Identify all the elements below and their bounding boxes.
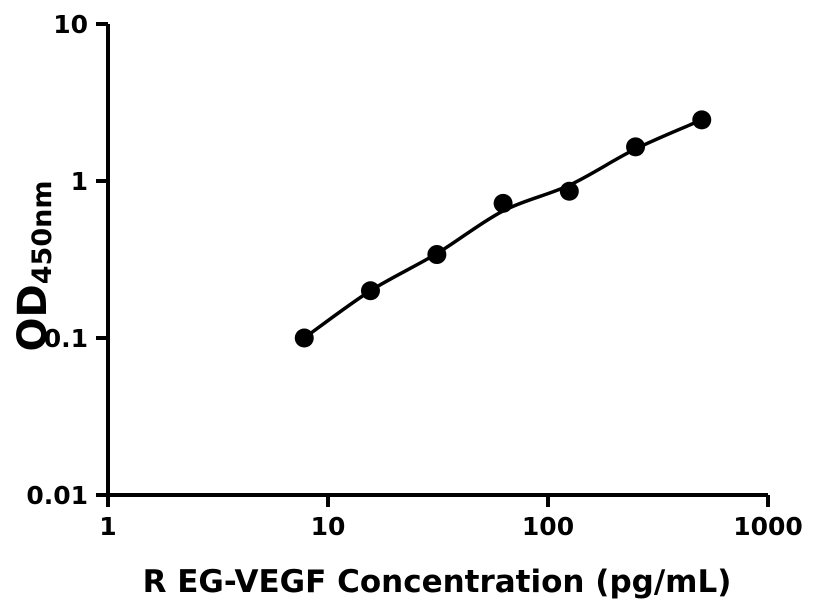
y-tick-label: 0.01 xyxy=(26,481,88,510)
data-point xyxy=(559,181,579,201)
data-point xyxy=(626,137,646,157)
data-layer xyxy=(294,110,712,348)
data-point xyxy=(294,328,314,348)
data-point xyxy=(692,110,712,130)
y-tick-label: 1 xyxy=(71,167,88,196)
y-axis-title: OD450nm xyxy=(10,181,58,352)
x-tick-label: 10 xyxy=(311,512,346,541)
y-tick-label: 10 xyxy=(53,10,88,39)
y-axis-title-main: OD xyxy=(10,284,56,351)
y-tick-label: 0.1 xyxy=(44,324,88,353)
x-tick-label: 100 xyxy=(522,512,574,541)
axes-layer: 10 1 0.1 0.01 1 10 100 1000 xyxy=(26,10,802,541)
data-point xyxy=(427,245,447,265)
data-point xyxy=(493,193,513,213)
y-axis-title-subscript: 450nm xyxy=(27,181,58,285)
x-tick-label: 1 xyxy=(99,512,116,541)
data-point xyxy=(360,281,380,301)
x-axis-title: R EG-VEGF Concentration (pg/mL) xyxy=(143,564,732,600)
x-tick-label: 1000 xyxy=(733,512,803,541)
